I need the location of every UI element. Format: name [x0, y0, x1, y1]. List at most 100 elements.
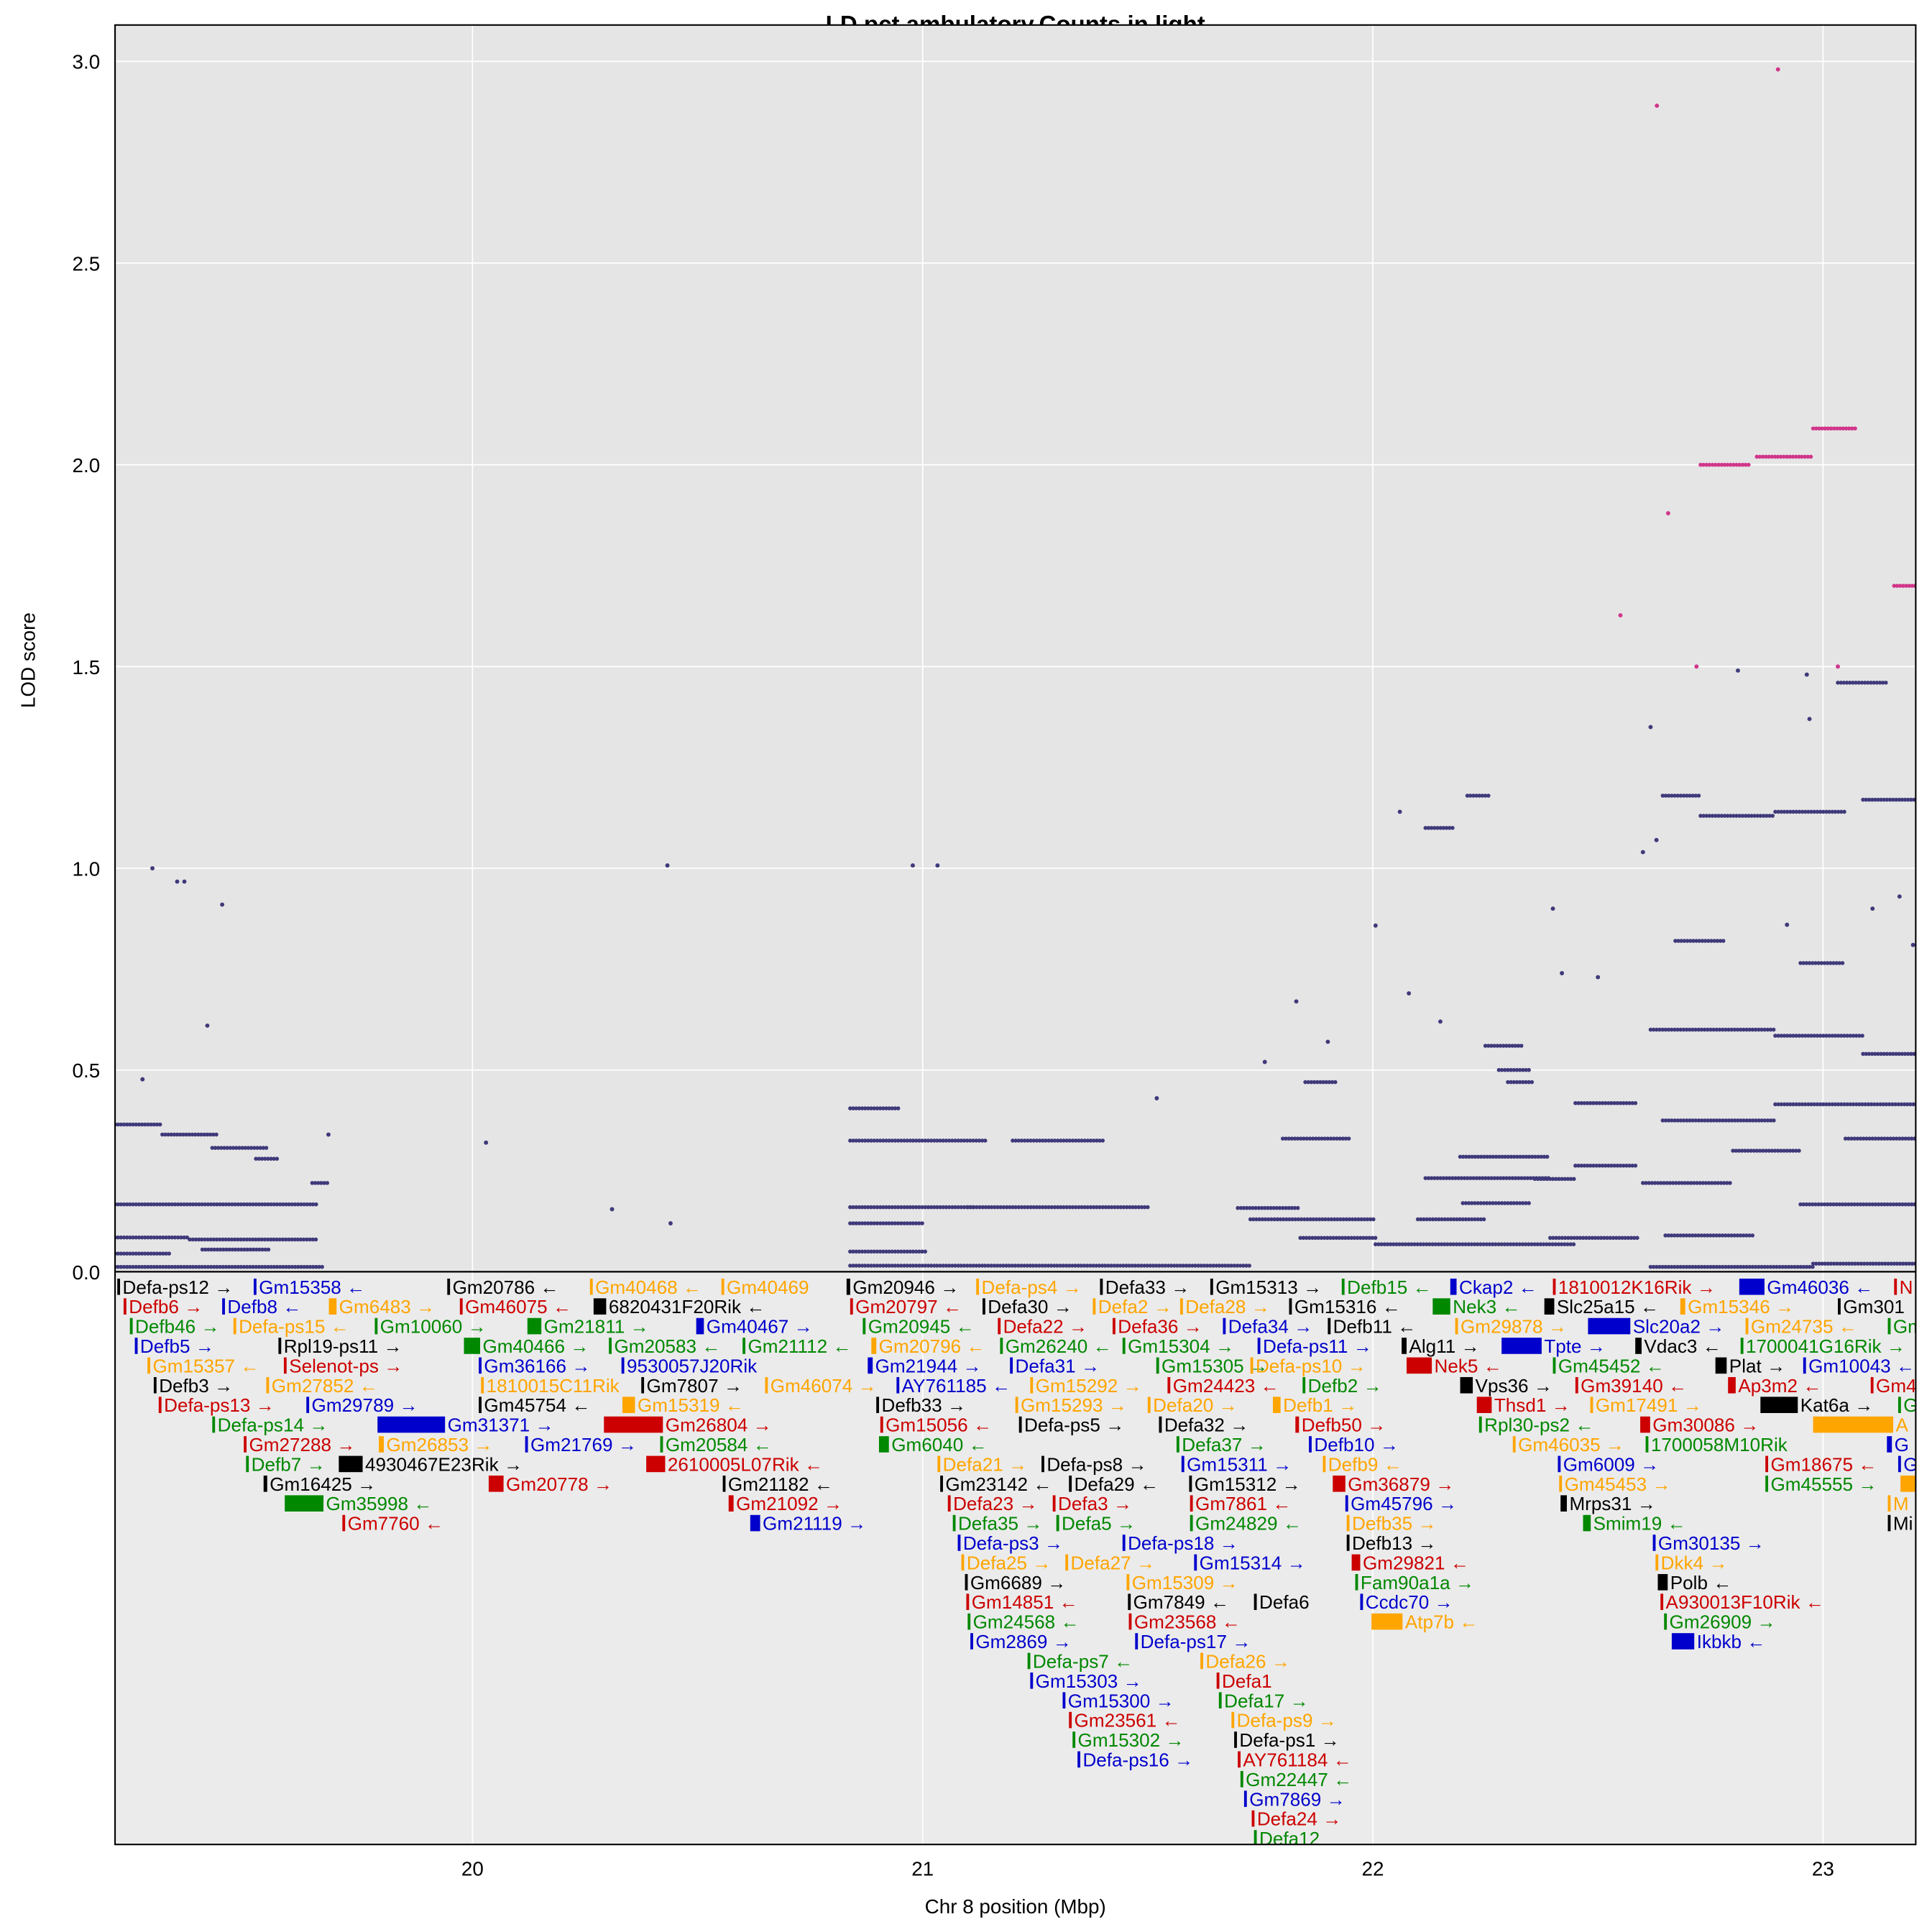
gene-item[interactable]: Gm30086 → [1640, 1414, 1759, 1436]
gene-item[interactable]: Ckap2 ← [1450, 1276, 1537, 1298]
gene-item[interactable]: Gm17491 → [1590, 1394, 1702, 1416]
gene-item[interactable]: Gm20786 ← [447, 1276, 558, 1298]
gene-item[interactable]: Gm23568 ← [1128, 1611, 1241, 1633]
gene-item[interactable]: Defb50 → [1295, 1414, 1386, 1436]
gene-item[interactable]: Defb7 → [246, 1453, 326, 1475]
gene-item[interactable]: Gm24735 ← [1745, 1316, 1857, 1338]
gene-item[interactable]: Gm46075 ← [459, 1296, 571, 1317]
gene-item[interactable]: Defb35 → [1346, 1513, 1437, 1535]
gene-item[interactable]: G [1887, 1434, 1909, 1455]
gene-item[interactable]: Defa34 → [1223, 1316, 1312, 1338]
gene-item[interactable]: Rpl19-ps11 → [278, 1335, 402, 1357]
gene-item[interactable]: Slc20a2 → [1588, 1316, 1724, 1338]
gene-item[interactable]: Defb13 → [1346, 1532, 1437, 1554]
gene-item[interactable]: Defa-ps7 ← [1027, 1650, 1133, 1672]
gene-item[interactable]: Gm21182 ← [722, 1473, 833, 1495]
gene-item[interactable]: Thsd1 → [1476, 1394, 1570, 1416]
gene-item[interactable]: Defb46 → [129, 1316, 220, 1338]
gene-item[interactable]: Gm18675 ← [1765, 1453, 1877, 1475]
gene-item[interactable]: N [1894, 1276, 1913, 1298]
gene-item[interactable]: Defa-ps1 → [1234, 1729, 1340, 1751]
gene-item[interactable]: Plat → [1715, 1355, 1785, 1376]
gene-item[interactable]: Gm45754 ← [479, 1394, 590, 1416]
gene-item[interactable]: Gm7849 ← [1128, 1591, 1229, 1613]
gene-item[interactable]: Gm15346 → [1680, 1296, 1794, 1317]
gene-item[interactable]: Gm7760 ← [342, 1513, 443, 1535]
gene-item[interactable]: Defa-ps10 → [1250, 1355, 1366, 1376]
gene-item[interactable]: Gm15316 ← [1289, 1296, 1401, 1317]
gene-item[interactable]: Gm15358 ← [253, 1276, 365, 1298]
gene-item[interactable]: Defa12 [1254, 1828, 1320, 1849]
gene-item[interactable]: Defa27 → [1065, 1552, 1155, 1573]
gene-item[interactable]: Gm29878 → [1455, 1316, 1567, 1338]
gene-item[interactable]: Gm29821 ← [1351, 1552, 1469, 1573]
gene-item[interactable]: Defa21 → [937, 1453, 1027, 1475]
gene-item[interactable]: Selenot-ps → [283, 1355, 402, 1376]
gene-item[interactable]: A [1813, 1414, 1909, 1436]
gene-item[interactable]: Defa23 → [947, 1493, 1038, 1514]
gene-item[interactable]: Gm15293 → [1015, 1394, 1127, 1416]
gene-item[interactable]: Gm6689 → [965, 1572, 1067, 1593]
gene-item[interactable]: Defa22 → [998, 1316, 1087, 1338]
gene-item[interactable]: Defa-ps5 → [1018, 1414, 1124, 1436]
gene-item[interactable]: Defa37 → [1176, 1434, 1266, 1455]
gene-item[interactable]: 1810015C11Rik [481, 1375, 620, 1397]
gene-item[interactable]: Defa-ps14 → [212, 1414, 328, 1436]
gene-item[interactable]: Gm31371 → [377, 1414, 554, 1436]
gene-item[interactable]: Defa-ps11 → [1257, 1335, 1372, 1357]
gene-item[interactable]: Gm14851 ← [966, 1591, 1078, 1613]
gene-item[interactable]: Defa28 → [1179, 1296, 1270, 1317]
gene-item[interactable]: Defa-ps16 → [1077, 1749, 1193, 1770]
gene-item[interactable]: Vps36 → [1460, 1375, 1552, 1397]
gene-item[interactable]: Gm26853 → [379, 1434, 492, 1455]
gene-item[interactable]: A930013F10Rik ← [1660, 1591, 1824, 1613]
gene-item[interactable]: Gm30135 → [1652, 1532, 1765, 1554]
gene-item[interactable]: Atp7b ← [1371, 1611, 1478, 1633]
gene-item[interactable]: Defa32 → [1159, 1414, 1249, 1436]
gene-item[interactable]: 6820431F20Rik ← [593, 1296, 765, 1317]
gene-item[interactable]: Defa25 → [961, 1552, 1052, 1573]
gene-item[interactable]: Dkk4 → [1655, 1552, 1727, 1573]
gene-item[interactable]: Gm23142 ← [940, 1473, 1052, 1495]
gene-item[interactable]: Defa-ps13 → [158, 1394, 275, 1416]
gene-item[interactable]: Gm24568 ← [967, 1611, 1079, 1633]
gene-item[interactable]: Gm15357 ← [147, 1355, 259, 1376]
gene-item[interactable]: Gm26240 ← [1000, 1335, 1112, 1357]
gene-item[interactable]: Defb11 ← [1328, 1316, 1416, 1338]
gene-item[interactable]: Gm16425 → [263, 1473, 376, 1495]
gene-item[interactable]: Gm15313 → [1210, 1276, 1322, 1298]
gene-item[interactable]: Defa17 → [1218, 1690, 1309, 1711]
gene-item[interactable]: Gm6040 ← [878, 1434, 988, 1455]
gene-item[interactable]: Defb10 → [1309, 1434, 1399, 1455]
gene-item[interactable]: Gm35998 ← [285, 1493, 432, 1514]
gene-item[interactable]: 1700058M10Rik [1645, 1434, 1788, 1455]
gene-item[interactable]: Gm15292 → [1030, 1375, 1142, 1397]
gene-item[interactable]: Ikbkb ← [1671, 1631, 1765, 1652]
gene-item[interactable]: Gm301 [1838, 1296, 1905, 1317]
gene-item[interactable]: Defa1 [1216, 1670, 1272, 1692]
gene-item[interactable]: Defa-ps9 → [1231, 1710, 1337, 1731]
gene-item[interactable]: Gm7807 → [641, 1375, 742, 1397]
gene-item[interactable]: Gm20796 ← [871, 1335, 985, 1357]
gene-item[interactable]: Ccdc70 → [1360, 1591, 1453, 1613]
gene-item[interactable]: Defa31 → [1010, 1355, 1100, 1376]
gene-item[interactable]: Defb6 → [123, 1296, 203, 1317]
gene-item[interactable]: 1810012K16Rik → [1552, 1276, 1716, 1298]
gene-item[interactable]: Slc25a15 ← [1544, 1296, 1659, 1317]
gene-item[interactable]: M [1887, 1493, 1909, 1514]
gene-item[interactable]: Gm15056 ← [880, 1414, 992, 1436]
gene-item[interactable]: Gm39140 ← [1575, 1375, 1687, 1397]
gene-item[interactable]: G [1898, 1453, 1918, 1475]
gene-item[interactable]: Gm10060 → [374, 1316, 487, 1338]
gene-item[interactable]: 4930467E23Rik → [339, 1453, 523, 1475]
gene-item[interactable]: Rpl30-ps2 ← [1478, 1414, 1594, 1436]
gene-item[interactable]: Gm46035 → [1512, 1434, 1624, 1455]
gene-item[interactable]: Defb1 → [1272, 1394, 1357, 1416]
gene-item[interactable]: Smim19 ← [1583, 1513, 1686, 1535]
gene-item[interactable]: Kat6a → [1760, 1394, 1873, 1416]
gene-item[interactable]: Gm21811 → [527, 1316, 649, 1338]
gene-item[interactable]: Defa29 ← [1069, 1473, 1159, 1495]
gene-item[interactable]: Gm27288 → [244, 1434, 355, 1455]
gene-item[interactable]: Defa2 → [1092, 1296, 1172, 1317]
gene-item[interactable]: Gm7869 → [1243, 1788, 1346, 1810]
